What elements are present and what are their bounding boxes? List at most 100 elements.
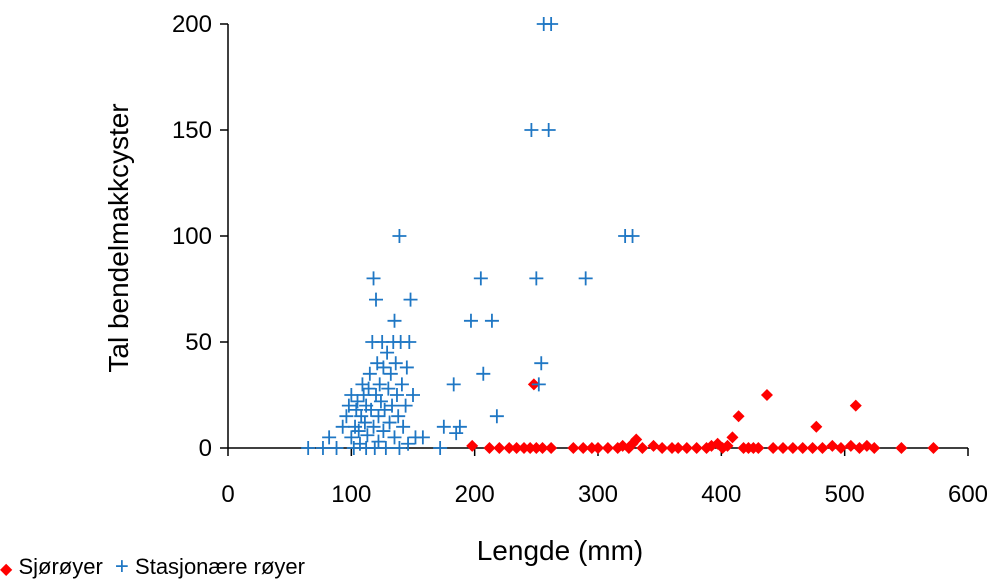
x-axis-title: Lengde (mm) [477, 535, 644, 566]
x-tick-label: 200 [455, 481, 495, 508]
data-point-sjoroyer [834, 442, 847, 454]
data-point-sjoroyer [524, 442, 537, 454]
data-point-stasjonaere [376, 424, 391, 439]
data-point-stasjonaere [388, 356, 403, 371]
data-point-sjoroyer [816, 442, 829, 454]
data-point-stasjonaere [369, 292, 383, 307]
data-point-sjoroyer [493, 442, 506, 454]
data-point-sjoroyer [752, 442, 765, 454]
legend-entry-stasjonaere: + Stasjonære røyer [114, 553, 305, 580]
y-tick-label: 0 [199, 435, 212, 462]
data-point-stasjonaere [385, 398, 400, 413]
data-point-stasjonaere [387, 430, 402, 445]
data-point-sjoroyer [810, 420, 823, 433]
data-point-sjoroyer [630, 433, 643, 446]
data-point-sjoroyer [721, 439, 734, 452]
data-point-stasjonaere [403, 292, 418, 307]
data-point-sjoroyer [510, 442, 523, 454]
data-point-sjoroyer [647, 439, 660, 452]
data-point-sjoroyer [601, 442, 614, 454]
x-tick-label: 500 [825, 481, 865, 508]
data-point-sjoroyer [760, 389, 773, 401]
data-point-stasjonaere [415, 430, 430, 445]
data-point-stasjonaere [380, 345, 395, 360]
data-point-sjoroyer [466, 439, 479, 452]
axes [220, 23, 969, 456]
y-axis-title: Tal bendelmakkcyster [103, 103, 134, 372]
data-point-sjoroyer [895, 442, 908, 454]
data-point-stasjonaere [366, 419, 381, 434]
data-point-sjoroyer [672, 442, 685, 454]
data-point-sjoroyer [690, 442, 703, 454]
data-point-sjoroyer [927, 442, 940, 454]
data-point-stasjonaere [354, 409, 369, 424]
data-point-stasjonaere [402, 335, 417, 349]
y-tick-label: 100 [172, 223, 212, 250]
data-point-stasjonaere [371, 434, 386, 449]
data-point-stasjonaere [339, 409, 354, 424]
data-point-stasjonaere [383, 366, 398, 381]
data-point-sjoroyer [503, 442, 516, 454]
data-point-sjoroyer [518, 442, 530, 454]
data-point-stasjonaere [378, 441, 393, 455]
data-point-stasjonaere [544, 17, 559, 31]
data-point-sjoroyer [536, 442, 549, 454]
data-point-stasjonaere [371, 409, 386, 424]
data-point-stasjonaere [364, 402, 379, 417]
data-point-stasjonaere [463, 313, 478, 328]
data-point-stasjonaere [531, 377, 546, 392]
data-point-sjoroyer [680, 442, 693, 454]
data-point-stasjonaere [396, 419, 411, 434]
legend: ◆ Sjørøyer + Stasjonære røyer [0, 553, 311, 581]
data-point-sjoroyer [530, 442, 543, 454]
data-point-sjoroyer [786, 442, 799, 454]
data-point-sjoroyer [666, 442, 678, 454]
data-point-stasjonaere [392, 441, 407, 455]
data-point-stasjonaere [377, 402, 392, 417]
data-point-stasjonaere [446, 377, 461, 392]
data-point-stasjonaere [357, 415, 372, 430]
data-point-sjoroyer [577, 442, 590, 454]
data-point-stasjonaere [366, 271, 381, 286]
data-point-stasjonaere [329, 441, 344, 455]
data-point-sjoroyer [806, 442, 819, 454]
data-point-stasjonaere [351, 424, 366, 439]
data-point-stasjonaere [322, 430, 337, 445]
tick-labels: 0 50 100 150 200 0 100 200 300 400 500 600 [172, 11, 988, 508]
data-point-sjoroyer [545, 442, 558, 454]
data-point-stasjonaere [335, 419, 350, 434]
data-point-stasjonaere [381, 381, 396, 396]
data-point-stasjonaere [360, 428, 375, 443]
legend-entry-sjoroyer: ◆ Sjørøyer [0, 554, 109, 579]
data-point-stasjonaere [394, 377, 409, 392]
y-tick-label: 50 [185, 329, 212, 356]
data-point-sjoroyer [483, 442, 496, 454]
data-point-stasjonaere [398, 398, 413, 413]
data-point-stasjonaere [625, 229, 640, 243]
data-point-stasjonaere [484, 313, 499, 328]
data-point-sjoroyer [732, 410, 745, 423]
data-point-sjoroyer [585, 442, 598, 454]
data-point-stasjonaere [373, 394, 388, 409]
data-point-stasjonaere [452, 419, 467, 434]
data-point-stasjonaere [387, 313, 402, 328]
data-point-stasjonaere [529, 271, 544, 286]
data-point-stasjonaere [362, 366, 377, 381]
plus-marker-icon: + [114, 553, 129, 580]
data-point-sjoroyer [567, 442, 580, 454]
data-point-stasjonaere [372, 377, 387, 392]
data-point-stasjonaere [473, 271, 488, 286]
data-point-sjoroyer [844, 439, 857, 452]
data-point-stasjonaere [361, 381, 376, 396]
data-point-sjoroyer [656, 442, 669, 454]
data-point-sjoroyer [868, 442, 881, 454]
data-point-sjoroyer [592, 442, 604, 454]
data-point-sjoroyer [767, 442, 780, 454]
diamond-marker-icon: ◆ [0, 561, 13, 578]
data-point-stasjonaere [476, 366, 491, 381]
data-point-stasjonaere [489, 409, 504, 424]
data-point-sjoroyer [796, 442, 809, 454]
data-point-stasjonaere [433, 441, 448, 455]
y-tick-label: 200 [172, 11, 212, 38]
